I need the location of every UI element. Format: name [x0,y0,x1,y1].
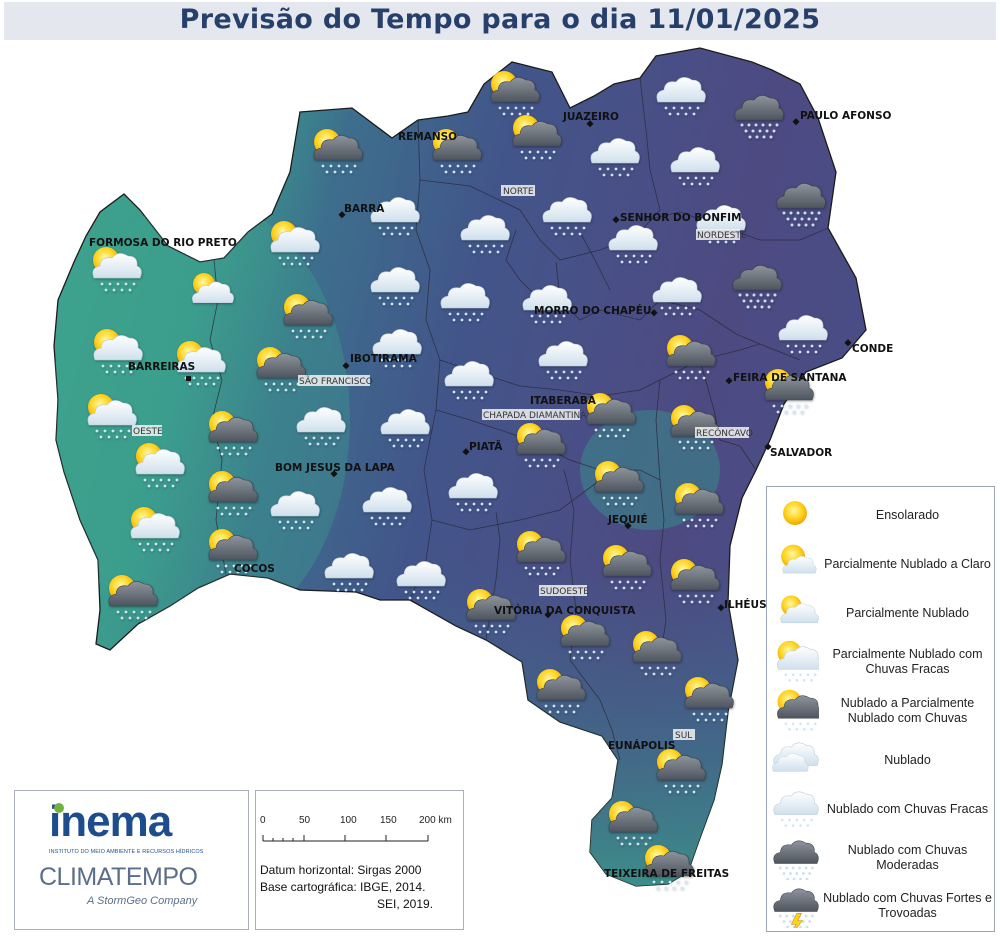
legend-label: Parcialmente Nublado a Claro [824,556,991,571]
legend-label: Ensolarado [875,507,940,522]
legend-label: Parcialmente Nublado com Chuvas Fracas [832,647,983,676]
scale-bar [262,835,429,842]
region-labels: NORTE NORDESTE SÃO FRANCISCO OESTE CHAPA… [132,185,753,741]
region-label-chapada: CHAPADA DIAMANTINA [483,411,587,421]
legend-item: Ensolarado [767,489,994,541]
city-label-feira: FEIRA DE SANTANA [733,372,847,384]
legend: Ensolarado Parcialmente Nublado a Claro … [766,486,995,932]
city-label-cocos: COCOS [234,563,275,575]
scale-box: 0 50 100 150 200 km Datum horizontal: Si… [255,790,464,930]
city-label-morro-chapeu: MORRO DO CHAPÉU [534,304,651,317]
city-label-ilheus: ILHÉUS [724,598,767,611]
cloud-icon [771,736,819,782]
scale-tick: 50 [299,815,311,826]
cloud-light-rain-icon [771,785,819,831]
sun-light-cloud-icon [771,540,819,586]
region-label-sudoeste: SUDOESTE [540,587,589,597]
city-labels: FORMOSA DO RIO PRETO BARREIRAS REMANSO J… [89,110,893,880]
legend-label: Parcialmente Nublado [846,605,969,620]
city-label-barra: BARRA [344,203,385,215]
legend-label: Nublado com Chuvas Fracas [826,801,989,816]
legend-label: Nublado a Parcialmente Nublado com Chuva… [840,696,975,725]
legend-item: Nublado com Chuvas Fracas [767,783,994,835]
scale-tick: 150 [380,815,397,826]
legend-item: Parcialmente Nublado com Chuvas Fracas [767,636,994,688]
city-label-paulo-afonso: PAULO AFONSO [800,110,892,122]
city-label-formosa: FORMOSA DO RIO PRETO [89,237,237,249]
dark-cloud-rain-icon [771,834,819,880]
city-label-salvador: SALVADOR [770,447,832,459]
region-label-norte: NORTE [503,187,534,197]
inema-subtitle: INSTITUTO DO MEIO AMBIENTE E RECURSOS HÍ… [49,849,204,855]
city-label-teixeira: TEIXEIRA DE FREITAS [604,868,729,880]
datum-text: Datum horizontal: Sirgas 2000 [260,863,422,877]
base-cartografica-text-2: SEI, 2019. [377,897,434,911]
climatempo-logo: CLIMATEMPO [39,863,198,891]
legend-label: Nublado [884,752,931,767]
inema-logo: inema [49,797,172,846]
scale-tick: 0 [260,815,266,826]
region-borders [209,77,829,761]
region-label-reconcavo: RECÔNCAVO [696,427,753,439]
legend-item: Nublado com Chuvas Moderadas [767,832,994,884]
inema-logo-dot [54,803,64,813]
city-label-juazeiro: JUAZEIRO [562,111,619,123]
sun-cloud-icon [771,589,819,635]
scale-tick: 200 km [419,815,452,826]
legend-item: Nublado a Parcialmente Nublado com Chuva… [767,685,994,737]
legend-label: Nublado com Chuvas Fortes e Trovoadas [823,891,992,920]
city-label-itaberaba: ITABERABA [530,395,597,407]
legend-item: Parcialmente Nublado [767,587,994,639]
city-label-conde: CONDE [852,343,893,355]
city-label-barreiras: BARREIRAS [128,361,195,373]
sun-icon [771,491,819,537]
region-label-sul: SUL [675,731,692,741]
scale-tick: 100 [340,815,357,826]
legend-item: Parcialmente Nublado a Claro [767,538,994,590]
storm-cloud-icon [771,882,819,928]
city-label-ibotirama: IBOTIRAMA [350,353,418,365]
legend-label: Nublado com Chuvas Moderadas [847,843,968,872]
city-label-vitoria: VITÓRIA DA CONQUISTA [494,604,636,617]
legend-item: Nublado [767,734,994,786]
logo-box: inema INSTITUTO DO MEIO AMBIENTE E RECUR… [14,790,249,930]
sun-dark-cloud-rain-icon [771,687,819,733]
base-cartografica-text: Base cartográfica: IBGE, 2014. [260,880,426,894]
stormgeo-tagline: A StormGeo Company [87,895,198,907]
city-label-bom-jesus: BOM JESUS DA LAPA [275,462,395,474]
city-label-remanso: REMANSO [398,131,457,143]
region-label-oeste: OESTE [133,427,163,437]
region-label-sao-francisco: SÃO FRANCISCO [299,376,373,387]
page-title: Previsão do Tempo para o dia 11/01/2025 [179,4,821,35]
region-label-nordeste: NORDESTE [697,231,747,241]
city-label-eunapolis: EUNÁPOLIS [608,739,675,752]
city-label-jequie: JEQUIÉ [607,513,648,526]
sun-cloud-light-rain-icon [771,638,819,684]
city-label-piata: PIATÃ [469,440,503,453]
legend-item: Nublado com Chuvas Fortes e Trovoadas [767,880,994,932]
city-label-senhor-bonfim: SENHOR DO BONFIM [620,212,742,224]
